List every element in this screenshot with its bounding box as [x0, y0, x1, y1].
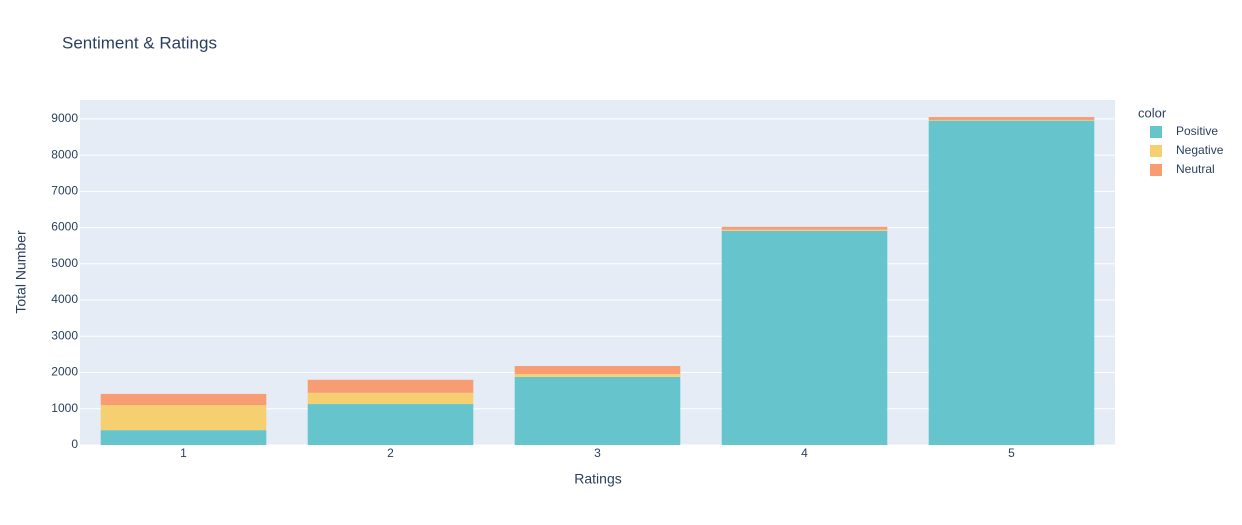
- bar-segment: [307, 379, 474, 393]
- legend-label[interactable]: Negative: [1176, 143, 1224, 157]
- bar-segment: [100, 430, 267, 445]
- y-tick-label: 1000: [51, 401, 78, 415]
- x-tick-label: 1: [180, 446, 187, 460]
- x-tick-label: 3: [594, 446, 601, 460]
- legend-swatch[interactable]: [1150, 126, 1162, 138]
- bar-segment: [514, 373, 681, 377]
- legend-swatch[interactable]: [1150, 164, 1162, 176]
- bar-segment: [514, 376, 681, 445]
- x-tick-label: 5: [1008, 446, 1015, 460]
- bar-segment: [928, 117, 1095, 120]
- legend-title: color: [1138, 105, 1167, 120]
- bar-segment: [100, 405, 267, 431]
- bar-segment: [928, 119, 1095, 121]
- legend-swatch[interactable]: [1150, 145, 1162, 157]
- x-axis-title: Ratings: [574, 471, 621, 487]
- x-tick-label: 2: [387, 446, 394, 460]
- bar-segment: [307, 404, 474, 445]
- y-tick-label: 2000: [51, 365, 78, 379]
- y-tick-label: 8000: [51, 147, 78, 161]
- y-axis-title: Total Number: [13, 230, 29, 314]
- bar-segment: [100, 393, 267, 406]
- y-tick-label: 4000: [51, 292, 78, 306]
- x-tick-label: 4: [801, 446, 808, 460]
- chart-title: Sentiment & Ratings: [62, 33, 217, 52]
- y-tick-label: 3000: [51, 328, 78, 342]
- bar-segment: [721, 226, 888, 230]
- bar-segment: [514, 365, 681, 374]
- y-tick-label: 5000: [51, 256, 78, 270]
- y-tick-label: 7000: [51, 183, 78, 197]
- y-tick-label: 9000: [51, 111, 78, 125]
- bar-segment: [928, 120, 1095, 446]
- legend-label[interactable]: Neutral: [1176, 162, 1215, 176]
- legend-label[interactable]: Positive: [1176, 124, 1218, 138]
- y-tick-label: 6000: [51, 220, 78, 234]
- y-tick-label: 0: [71, 437, 78, 451]
- bar-segment: [721, 230, 888, 445]
- bar-segment: [721, 229, 888, 231]
- bar-segment: [307, 392, 474, 405]
